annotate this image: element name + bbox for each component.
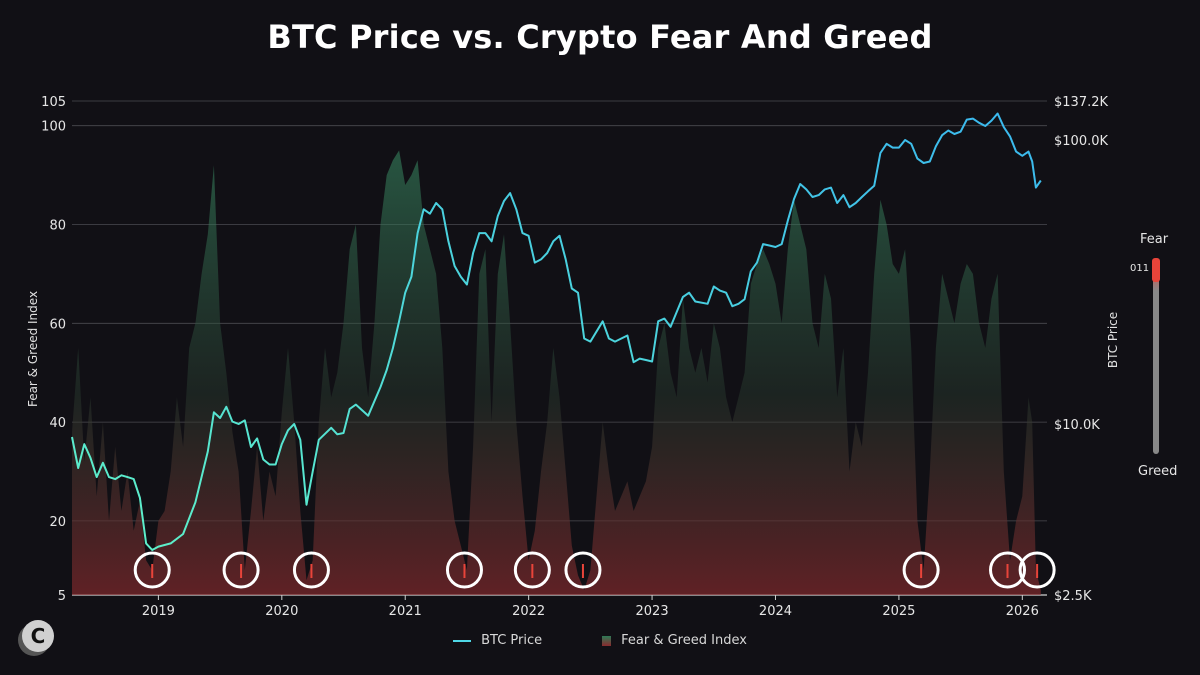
btc-line [71,112,1042,551]
fng-area-swatch-icon [602,635,612,646]
extreme-fear-circle [292,551,330,589]
extreme-fear-circle [564,551,602,589]
right-axis-title: BTC Price [1106,311,1120,369]
left-tick-label: 80 [49,219,66,234]
x-tick-label: 2022 [512,604,545,619]
color-scale-marker[interactable] [1152,258,1160,282]
axes: 5 20 40 60 80 100 105 $2.5K $10.0K $100.0K $137.2K… [41,95,1108,619]
color-scale [1152,258,1160,454]
color-scale-marker-label: 011 [1130,263,1150,274]
extreme-fear-circle [445,551,483,589]
legend-label-btc: BTC Price [481,633,543,648]
extreme-fear-circle [513,551,551,589]
left-tick-label: 20 [49,515,66,530]
fng-area [72,150,1041,595]
left-tick-label: 5 [58,589,66,604]
legend-label-fng: Fear & Greed Index [621,633,747,648]
left-tick-label: 105 [41,95,66,110]
color-scale-top-label: Fear [1140,232,1169,247]
extreme-fear-circle [222,551,260,589]
color-scale-bottom-label: Greed [1138,464,1178,479]
extreme-fear-circle [902,551,940,589]
x-tick-label: 2019 [142,604,175,619]
left-tick-label: 40 [49,416,66,431]
x-tick-label: 2021 [389,604,422,619]
legend-item-btc[interactable]: BTC Price [453,633,542,648]
x-tick-label: 2023 [636,604,669,619]
extreme-fear-circle [989,551,1027,589]
btc-price-line [71,112,1042,551]
x-tick-label: 2020 [265,604,298,619]
extreme-fear-circle [133,551,171,589]
fear-greed-area [72,150,1041,595]
x-tick-label: 2025 [882,604,915,619]
left-tick-label: 100 [41,120,66,135]
btc-line-swatch-icon [453,639,472,642]
right-tick-label: $10.0K [1054,418,1100,433]
x-tick-label: 2026 [1006,604,1039,619]
right-tick-label: $100.0K [1054,134,1108,149]
right-tick-label: $2.5K [1054,589,1092,604]
legend: BTC Price Fear & Greed Index [0,633,1200,648]
x-tick-label: 2024 [759,604,792,619]
left-tick-label: 60 [49,317,66,332]
coinglass-logo-icon: C [22,620,54,652]
left-axis-title: Fear & Greed Index [26,290,40,408]
extreme-fear-markers [133,551,1056,589]
chart-title: BTC Price vs. Crypto Fear And Greed [267,18,933,56]
color-scale-bar [1153,262,1159,454]
legend-item-fng[interactable]: Fear & Greed Index [602,633,747,648]
extreme-fear-circle [1018,551,1056,589]
right-tick-label: $137.2K [1054,95,1108,110]
